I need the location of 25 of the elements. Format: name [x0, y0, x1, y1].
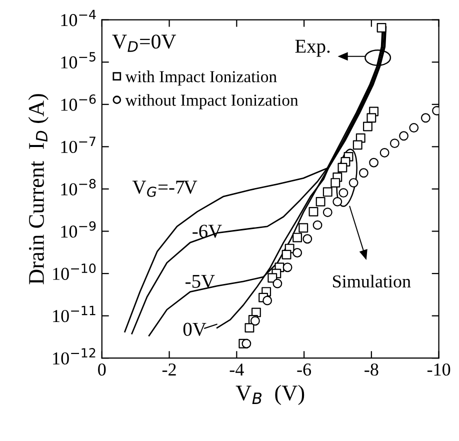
legend-label: with Impact Ionization	[125, 70, 277, 86]
x-tick-label: -10	[427, 363, 450, 376]
x-axis-title: V$_{B}$ (V)	[236, 384, 304, 406]
x-tick-label: -8	[364, 363, 378, 376]
y-tick-label: 10$^{−8}$	[61, 178, 96, 196]
x-tick-label: -6	[297, 364, 312, 376]
y-tick-label: 10$^{−4}$	[61, 10, 96, 26]
y-tick-label: 10$^{−10}$	[53, 263, 96, 280]
annotation: 0V	[183, 322, 206, 336]
annotation: -5V	[186, 274, 215, 288]
annotation: Exp.	[295, 40, 330, 57]
y-axis-title: Drain Current I$_{D}$ (A)	[28, 94, 48, 284]
y-tick-label: 10$^{−9}$	[61, 221, 96, 238]
y-tick-label: 10$^{−6}$	[61, 94, 96, 111]
x-tick-label: 0	[98, 363, 106, 376]
annotation: V$_{D}$=0V	[112, 34, 176, 52]
y-tick-label: 10$^{−7}$	[61, 136, 96, 154]
y-tick-label: 10$^{−5}$	[61, 52, 96, 68]
annotation: V$_{G}$=-7V	[132, 180, 198, 197]
x-tick-label: -2	[162, 364, 176, 376]
y-tick-label: 10$^{−11}$	[53, 306, 96, 322]
legend-label: without Impact Ionization	[125, 94, 298, 110]
annotation: Simulation	[333, 274, 411, 288]
x-tick-label: -4	[230, 364, 244, 376]
y-tick-label: 10$^{−12}$	[53, 348, 96, 365]
